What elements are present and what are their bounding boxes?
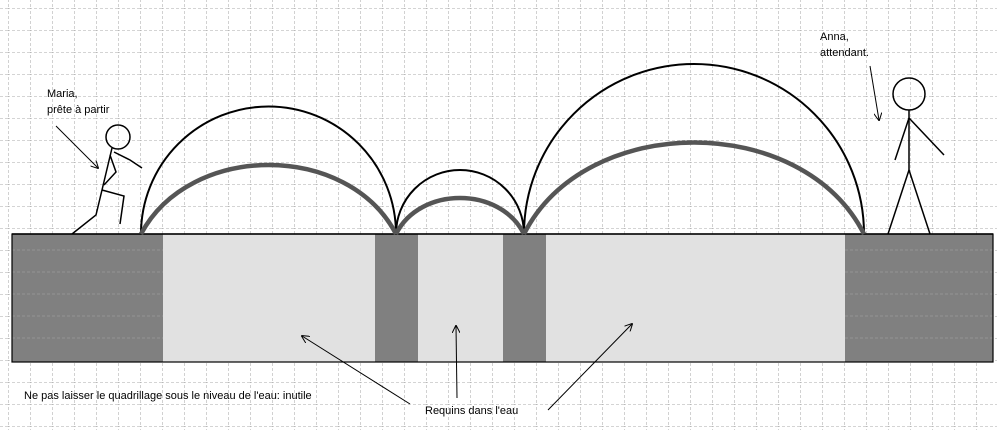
sharks-label: Requins dans l'eau xyxy=(425,405,518,417)
maria-figure xyxy=(71,124,143,235)
anna-arrow xyxy=(869,65,879,120)
shark-arrow-2 xyxy=(456,326,457,399)
maria-arrow xyxy=(55,125,98,168)
land-grid-overlay xyxy=(12,249,993,339)
jump-arc-3-high xyxy=(523,63,865,235)
maria-label-line1: Maria, xyxy=(47,88,78,100)
jump-arc-1-low xyxy=(139,162,398,236)
grid-note: Ne pas laisser le quadrillage sous le ni… xyxy=(24,390,312,402)
maria-label-line2: prête à partir xyxy=(47,104,110,116)
anna-label-line1: Anna, xyxy=(820,31,849,43)
annotation-arrows xyxy=(55,65,879,411)
anna-label-line2: attendant. xyxy=(820,47,869,59)
shark-arrow-1 xyxy=(302,336,411,405)
jump-arc-3-low xyxy=(521,140,867,236)
anna-figure xyxy=(887,77,945,235)
land-pillar-2 xyxy=(503,234,546,362)
land-start-bank xyxy=(12,234,163,362)
water-region-2 xyxy=(418,234,503,362)
water-region-1 xyxy=(163,234,375,362)
jump-arc-2-high xyxy=(395,169,525,235)
water-region-3 xyxy=(546,234,845,362)
land-end-bank xyxy=(845,234,993,362)
jump-arc-1-high xyxy=(140,105,397,235)
shark-arrow-3 xyxy=(547,324,632,411)
jump-arc-2-low xyxy=(393,195,527,236)
land-pillar-1 xyxy=(375,234,418,362)
